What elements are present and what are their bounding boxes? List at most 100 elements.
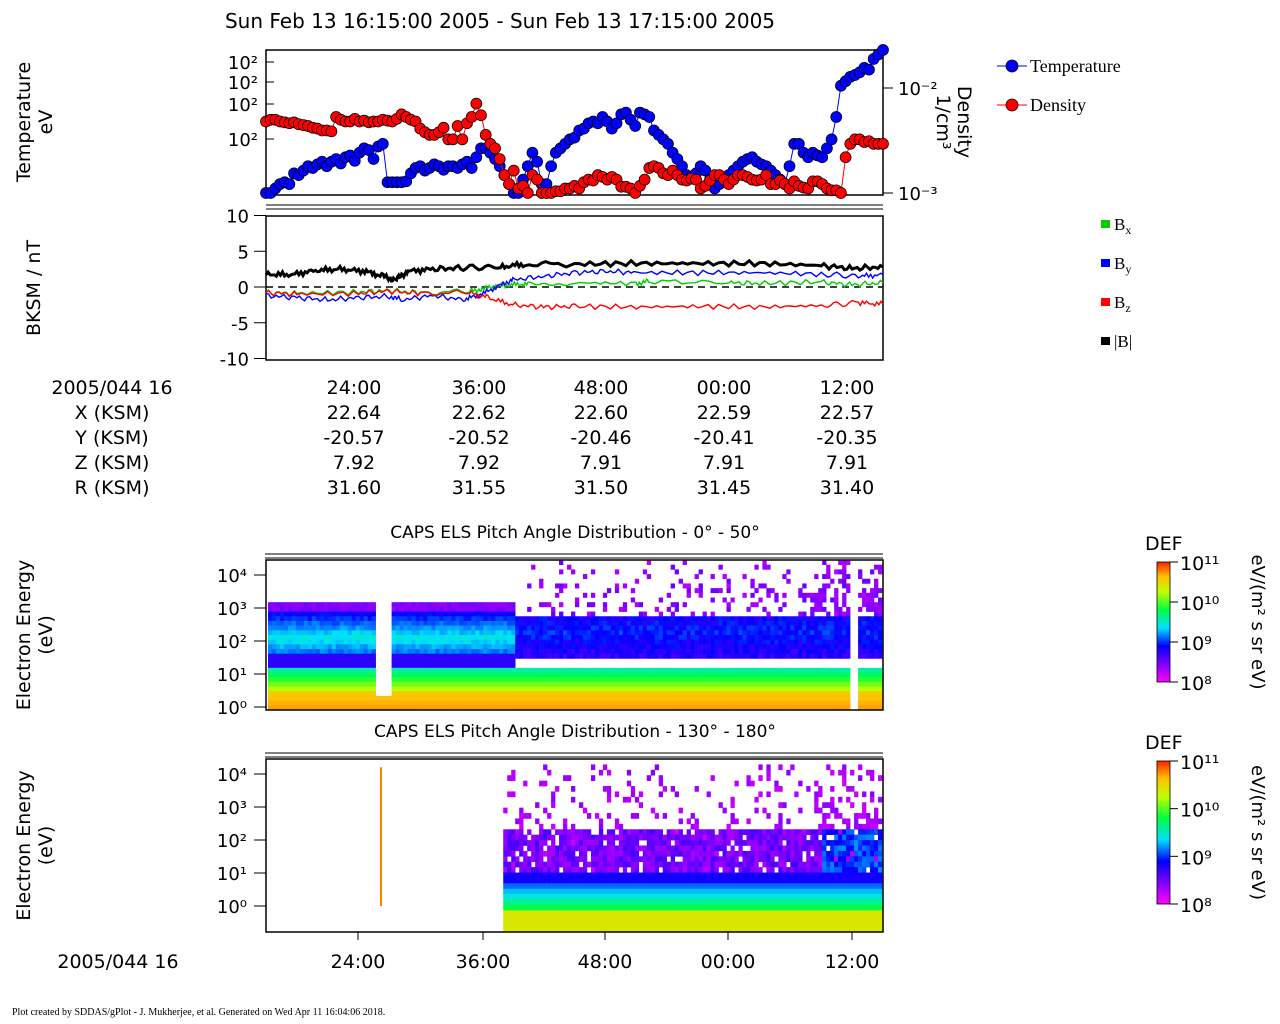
- spectrogram-cell: [734, 899, 739, 906]
- spectrogram-cell: [575, 691, 580, 697]
- spectrogram-cell: [355, 672, 360, 678]
- spectrogram-cell: [862, 705, 867, 711]
- spectrogram-cell: [507, 695, 512, 701]
- spectrogram-cell: [822, 635, 827, 640]
- spectrogram-cell: [790, 695, 795, 701]
- spectrogram-cell: [806, 653, 811, 659]
- spectrogram-cell: [543, 653, 548, 659]
- spectrogram-cell: [351, 635, 357, 640]
- spectrogram-cell: [527, 630, 532, 636]
- spectrogram-cell: [762, 888, 767, 895]
- spectrogram-cell: [730, 818, 735, 825]
- spectrogram-cell: [670, 602, 675, 608]
- spectrogram-cell: [750, 635, 755, 640]
- spectrogram-cell: [519, 630, 524, 636]
- spectrogram-cell: [371, 658, 376, 664]
- spectrogram-cell: [738, 883, 743, 890]
- spectrogram-cell: [654, 872, 660, 879]
- spectrogram-cell: [738, 700, 743, 706]
- spectrogram-cell: [590, 904, 596, 911]
- data-point-density: [437, 121, 450, 134]
- spectrogram-cell: [622, 850, 628, 857]
- spectrogram-cell: [878, 616, 883, 622]
- spectrogram-cell: [878, 705, 883, 711]
- spectrogram-cell: [638, 904, 644, 911]
- spectrogram-cell: [678, 845, 683, 852]
- spectrogram-cell: [507, 867, 512, 873]
- spectrogram-cell: [571, 672, 576, 678]
- spectrogram-cell: [582, 861, 588, 868]
- spectrogram-cell: [842, 653, 847, 659]
- spectrogram-cell: [287, 620, 293, 626]
- spectrogram-cell: [634, 695, 640, 701]
- spectrogram-cell: [551, 791, 556, 798]
- spectrogram-cell: [511, 904, 516, 911]
- spectrogram-cell: [742, 574, 747, 580]
- table-cell: 22.62: [452, 402, 506, 424]
- spectrogram-cell: [419, 635, 424, 640]
- spectrogram-cell: [814, 653, 819, 659]
- spectrogram-cell: [714, 649, 719, 655]
- spectrogram-cell: [738, 840, 743, 846]
- spectrogram-cell: [842, 564, 847, 570]
- spectrogram-cell: [770, 691, 775, 697]
- spectrogram-cell: [794, 630, 799, 636]
- spectrogram-cell: [511, 639, 516, 645]
- spectrogram-cell: [686, 620, 691, 626]
- spectrogram-cell: [874, 630, 879, 636]
- spectrogram-cell: [818, 616, 823, 622]
- spectrogram-cell: [678, 616, 683, 622]
- spectrogram-cell: [622, 602, 628, 608]
- spectrogram-cell: [403, 620, 408, 626]
- spectrogram-cell: [822, 677, 827, 683]
- spectrogram-cell: [778, 630, 783, 636]
- spectrogram-cell: [630, 834, 636, 841]
- spectrogram-cell: [487, 705, 492, 711]
- spectrogram-cell: [642, 620, 648, 626]
- spectrogram-cell: [327, 639, 333, 645]
- spectrogram-cell: [443, 616, 448, 622]
- spectrogram-cell: [622, 872, 628, 879]
- spectrogram-cell: [846, 574, 851, 580]
- spectrogram-cell: [307, 602, 313, 608]
- spectrogram-cell: [694, 677, 699, 683]
- spectrogram-cell: [622, 695, 628, 701]
- spectrogram-cell: [315, 681, 321, 687]
- spectrogram-cell: [323, 630, 329, 636]
- spectrogram-cell: [271, 705, 277, 711]
- spectrogram-cell: [598, 691, 604, 697]
- spectrogram-cell: [479, 686, 484, 692]
- spectrogram-cell: [543, 899, 548, 906]
- spectrogram-cell: [842, 592, 847, 598]
- spectrogram-cell: [646, 910, 652, 917]
- spectrogram-cell: [527, 583, 532, 589]
- spectrogram-cell: [878, 630, 883, 636]
- spectrogram-cell: [375, 700, 380, 706]
- spectrogram-cell: [303, 639, 309, 645]
- spectrogram-cell: [343, 705, 349, 711]
- spectrogram-cell: [315, 611, 321, 617]
- spectrogram-cell: [686, 834, 691, 841]
- spectrogram-cell: [475, 644, 480, 650]
- spectrogram-cell: [802, 686, 807, 692]
- spectrogram-cell: [582, 840, 588, 846]
- spectrogram-cell: [634, 845, 640, 852]
- spectrogram-cell: [606, 840, 612, 846]
- spectrogram-cell: [698, 894, 703, 900]
- spectrogram-cell: [503, 888, 508, 895]
- spectrogram-cell: [778, 915, 783, 922]
- spectrogram-cell: [451, 630, 456, 636]
- spectrogram-cell: [766, 883, 771, 890]
- spectrogram-cell: [790, 620, 795, 626]
- spectrogram-cell: [443, 686, 448, 692]
- spectrogram-cell: [870, 597, 875, 603]
- spectrogram-cell: [503, 644, 508, 650]
- spectrogram-cell: [682, 695, 687, 701]
- spectrogram-cell: [543, 867, 548, 873]
- spectrogram-cell: [618, 894, 624, 900]
- spectrogram-cell: [535, 872, 540, 879]
- spectrogram-cell: [495, 695, 500, 701]
- spectrogram-cell: [555, 921, 560, 927]
- spectrogram-cell: [742, 910, 747, 917]
- spectrogram-cell: [343, 695, 349, 701]
